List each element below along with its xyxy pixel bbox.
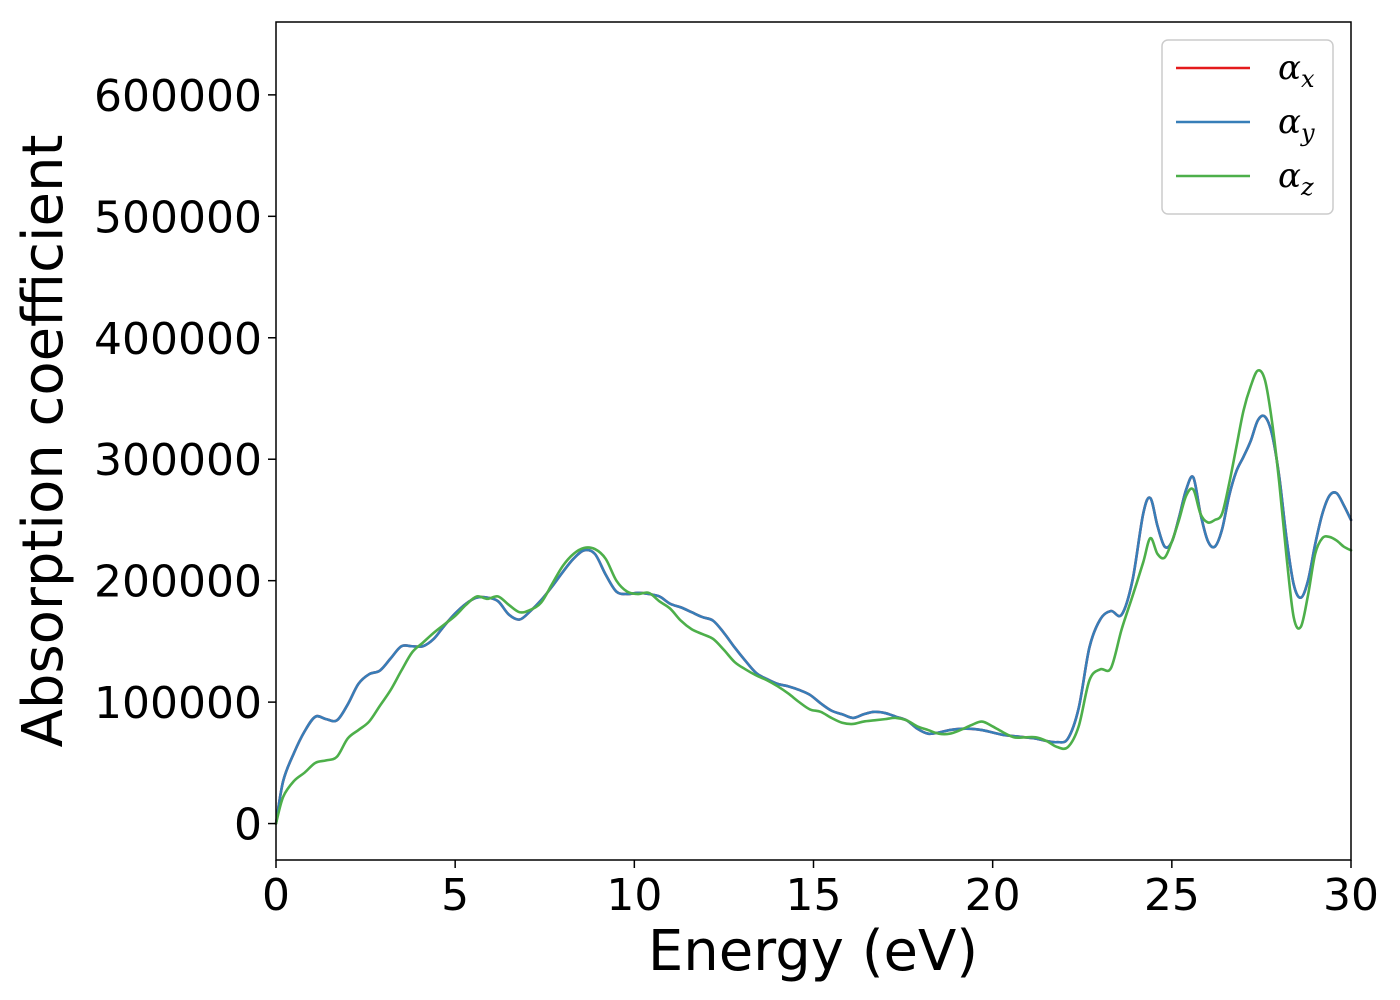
x-axis-ticks: 0 5 10 15 20 25 30 <box>262 860 1379 921</box>
y-tick-label: 100000 <box>94 678 262 729</box>
y-axis-label: Absorption coefficient <box>11 135 76 748</box>
x-tick-label: 0 <box>262 870 290 921</box>
x-axis-label: Energy (eV) <box>648 919 978 984</box>
legend-frame <box>1161 39 1334 215</box>
series-layer <box>274 369 1353 825</box>
y-tick-label: 0 <box>234 800 262 851</box>
legend-subscript: x <box>1301 65 1315 93</box>
legend-subscript: z <box>1300 173 1314 201</box>
x-tick-label: 15 <box>786 870 842 921</box>
y-tick-label: 300000 <box>94 435 262 486</box>
x-tick-label: 20 <box>965 870 1021 921</box>
legend-label-alpha-x: αx <box>1278 48 1315 93</box>
y-tick-label: 400000 <box>94 314 262 365</box>
legend-subscript: y <box>1300 119 1315 147</box>
x-tick-label: 5 <box>441 870 469 921</box>
y-tick-label: 200000 <box>94 557 262 608</box>
x-tick-label: 30 <box>1323 870 1379 921</box>
legend-label-alpha-y: αy <box>1278 102 1315 147</box>
y-tick-label: 600000 <box>94 71 262 122</box>
y-tick-label: 500000 <box>94 192 262 243</box>
y-axis-ticks: 0 100000 200000 300000 400000 500000 600000 <box>94 71 276 851</box>
x-tick-label: 10 <box>606 870 662 921</box>
series-line-alpha-y <box>274 414 1353 825</box>
x-tick-label: 25 <box>1144 870 1200 921</box>
series-line-alpha-z <box>274 369 1353 825</box>
